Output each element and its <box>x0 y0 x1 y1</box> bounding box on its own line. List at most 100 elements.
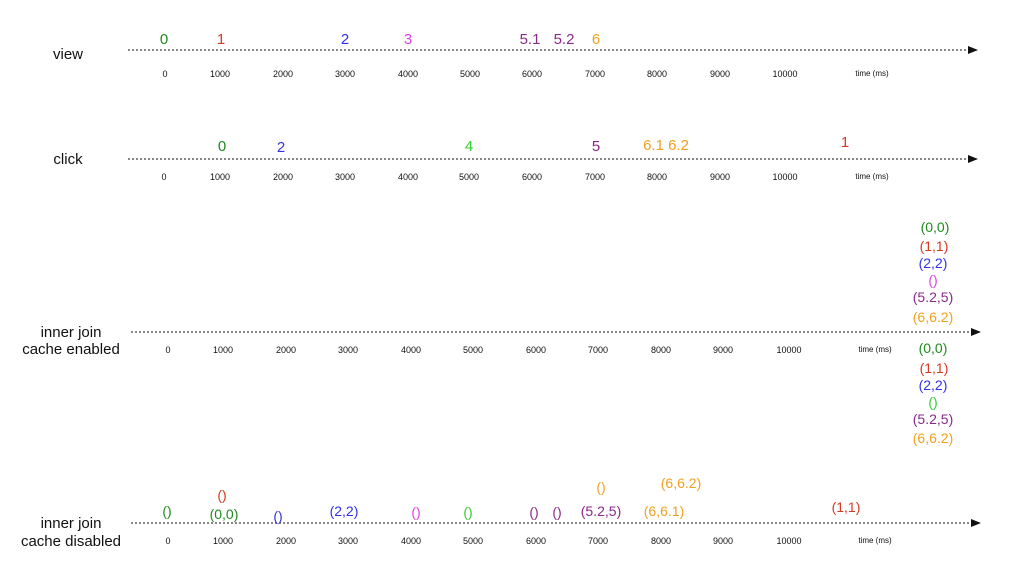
join-result: () <box>463 504 472 520</box>
tick-label: 2000 <box>273 172 293 182</box>
event-label: 1 <box>217 31 225 48</box>
timeline-row: view 0 1000 2000 3000 4000 5000 6000 7000 8000 900… <box>53 31 978 79</box>
tick-label: 4000 <box>401 345 421 355</box>
tick-label: 6000 <box>526 536 546 546</box>
tick-label: 9000 <box>710 172 730 182</box>
row-label-line: click <box>53 151 83 168</box>
tick-label: 7000 <box>588 345 608 355</box>
event-label: 5 <box>592 138 600 155</box>
join-result: () <box>928 272 937 288</box>
timeline-row: inner join cache disabled 0 1000 2000 3000 400… <box>21 475 981 550</box>
join-result: (2,2) <box>919 255 948 271</box>
axis-unit: time (ms) <box>855 69 889 78</box>
tick-label: 4000 <box>401 536 421 546</box>
join-result: (1,1) <box>832 499 861 515</box>
tick-label: 7000 <box>585 172 605 182</box>
event-label: 0 <box>218 138 226 155</box>
row-label-line: inner join <box>41 324 102 341</box>
join-result: () <box>928 394 937 410</box>
join-result: (0,0) <box>919 340 948 356</box>
event-label: 5.2 <box>554 31 575 48</box>
event-label: 0 <box>160 31 168 48</box>
join-result: (6,6.2) <box>661 475 701 491</box>
event-label: 6.1 6.2 <box>643 137 689 154</box>
join-result: (6,6.2) <box>913 430 953 446</box>
event-label: 2 <box>341 31 349 48</box>
join-result: () <box>273 508 282 524</box>
join-result: (1,1) <box>920 360 949 376</box>
tick-label: 10000 <box>772 172 797 182</box>
tick-label: 5000 <box>463 345 483 355</box>
tick-label: 2000 <box>276 536 296 546</box>
row-label: click <box>53 151 83 168</box>
tick-label: 3000 <box>335 172 355 182</box>
join-result: (5.2,5) <box>581 503 621 519</box>
join-result: () <box>552 504 561 520</box>
tick-label: 2000 <box>276 345 296 355</box>
row-label-line: cache enabled <box>22 341 120 358</box>
tick-label: 3000 <box>338 536 358 546</box>
axis-unit: time (ms) <box>858 536 892 545</box>
tick-label: 10000 <box>776 536 801 546</box>
tick-label: 6000 <box>522 172 542 182</box>
tick-label: 2000 <box>273 69 293 79</box>
tick-label: 8000 <box>651 536 671 546</box>
tick-label: 6000 <box>526 345 546 355</box>
tick-label: 7000 <box>588 536 608 546</box>
tick-label: 8000 <box>651 345 671 355</box>
tick-label: 6000 <box>522 69 542 79</box>
tick-label: 9000 <box>713 536 733 546</box>
tick-label: 1000 <box>210 172 230 182</box>
join-result: (6,6.1) <box>644 503 684 519</box>
tick-label: 5000 <box>460 69 480 79</box>
row-label: inner join cache disabled <box>21 515 121 550</box>
tick-label: 5000 <box>459 172 479 182</box>
tick-label: 3000 <box>338 345 358 355</box>
tick-label: 0 <box>165 345 170 355</box>
tick-label: 4000 <box>398 172 418 182</box>
join-result: (2,2) <box>330 503 359 519</box>
tick-label: 10000 <box>772 69 797 79</box>
axis-unit: time (ms) <box>858 345 892 354</box>
join-result: (5.2,5) <box>913 289 953 305</box>
join-result: (2,2) <box>919 377 948 393</box>
join-result: (6,6.2) <box>913 309 953 325</box>
timeline-row: click 0 1000 2000 3000 4000 5000 6000 7000 8000 90… <box>53 134 978 182</box>
tick-label: 3000 <box>335 69 355 79</box>
tick-label: 5000 <box>463 536 483 546</box>
join-result: (0,0) <box>210 506 239 522</box>
axis-unit: time (ms) <box>855 172 889 181</box>
tick-label: 0 <box>161 172 166 182</box>
join-result: (5.2,5) <box>913 411 953 427</box>
row-label-line: inner join <box>41 515 102 532</box>
join-result: () <box>411 504 420 520</box>
row-label: view <box>53 46 83 63</box>
tick-label: 8000 <box>647 172 667 182</box>
join-result: () <box>596 479 605 495</box>
tick-label: 8000 <box>647 69 667 79</box>
tick-label: 9000 <box>710 69 730 79</box>
timeline-row: inner join cache enabled 0 1000 2000 3000 4000… <box>22 219 981 446</box>
join-result: (0,0) <box>921 219 950 235</box>
event-label: 1 <box>841 134 849 151</box>
tick-label: 9000 <box>713 345 733 355</box>
event-label: 6 <box>592 31 600 48</box>
row-label-line: cache disabled <box>21 533 121 550</box>
event-label: 4 <box>465 138 473 155</box>
tick-label: 1000 <box>210 69 230 79</box>
tick-label: 0 <box>165 536 170 546</box>
row-label: inner join cache enabled <box>22 324 120 358</box>
tick-label: 1000 <box>213 345 233 355</box>
join-result: () <box>529 504 538 520</box>
event-label: 5.1 <box>520 31 541 48</box>
tick-label: 0 <box>162 69 167 79</box>
join-result: (1,1) <box>920 238 949 254</box>
tick-label: 7000 <box>585 69 605 79</box>
join-result: () <box>217 487 226 503</box>
tick-label: 4000 <box>398 69 418 79</box>
tick-label: 10000 <box>776 345 801 355</box>
event-label: 3 <box>404 31 412 48</box>
join-result: () <box>162 503 171 519</box>
row-label-line: view <box>53 46 83 63</box>
